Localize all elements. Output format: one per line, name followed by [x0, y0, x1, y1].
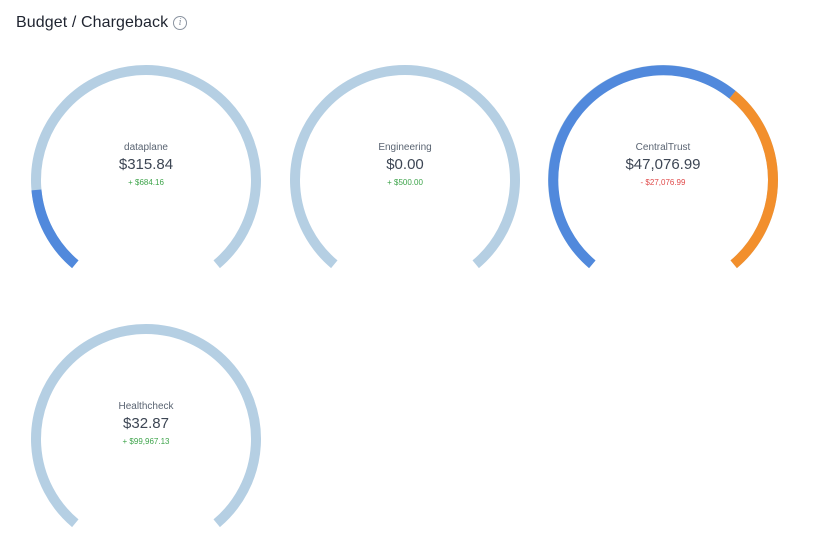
gauge-delta: + $684.16	[128, 178, 164, 187]
gauge-card-dataplane[interactable]: dataplane $315.84 + $684.16	[26, 60, 266, 270]
gauge-name: Healthcheck	[118, 401, 174, 412]
gauge-name: dataplane	[124, 142, 168, 153]
gauge-track	[290, 65, 520, 269]
gauge-chart-dataplane	[31, 65, 261, 269]
gauge-delta: + $99,967.13	[122, 437, 170, 446]
gauge-card-centraltrust[interactable]: CentralTrust $47,076.99 - $27,076.99	[543, 60, 783, 270]
gauge-delta: + $500.00	[387, 178, 423, 187]
gauge-chart-healthcheck	[31, 324, 261, 528]
gauge-chart-engineering	[290, 65, 520, 269]
page-header: Budget / Chargeback i	[16, 14, 188, 32]
gauge-amount: $0.00	[386, 156, 424, 173]
gauge-delta: - $27,076.99	[640, 178, 686, 187]
gauge-card-healthcheck[interactable]: Healthcheck $32.87 + $99,967.13	[26, 319, 266, 529]
gauge-chart-centraltrust	[548, 65, 778, 269]
gauge-spent-arc	[548, 65, 736, 269]
gauge-amount: $47,076.99	[625, 156, 701, 173]
gauge-track	[31, 324, 261, 528]
gauge-over-arc	[729, 90, 778, 269]
gauge-card-engineering[interactable]: Engineering $0.00 + $500.00	[285, 60, 525, 270]
gauge-spent-arc	[31, 189, 79, 269]
info-icon[interactable]: i	[173, 16, 188, 30]
gauge-amount: $315.84	[118, 156, 174, 173]
gauge-name: CentralTrust	[635, 142, 691, 153]
gauge-name: Engineering	[378, 142, 432, 153]
page-title: Budget / Chargeback	[16, 14, 169, 31]
gauge-amount: $32.87	[123, 415, 169, 432]
